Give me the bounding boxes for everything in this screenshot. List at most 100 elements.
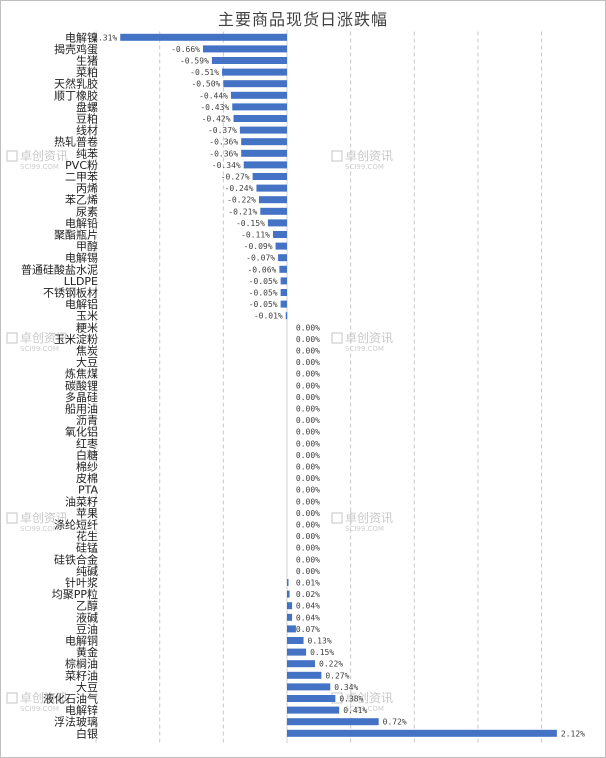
category-label: 沥青 [76,414,98,427]
data-label: -0.43% [200,103,229,112]
bar [287,671,322,679]
data-label: 0.00% [296,497,320,506]
data-label: 0.00% [296,451,320,460]
data-label: 0.72% [383,718,407,727]
data-label: -0.59% [180,57,209,66]
category-label: 豆粕 [76,112,98,126]
data-label: 0.00% [296,347,320,356]
category-label: 均聚PP粒 [52,587,98,601]
data-label: 0.00% [296,405,320,414]
data-label: 0.00% [296,358,320,367]
bar [280,300,287,308]
bar [239,126,287,134]
watermark-logo [6,692,18,704]
category-label: 苯乙烯 [65,193,98,207]
watermark-url: SCI99.COM [20,163,59,171]
category-label: 液碱 [76,610,98,624]
bar [260,207,287,215]
bars [120,33,557,737]
data-label: -0.50% [191,80,220,89]
data-label: 0.00% [296,463,320,472]
bar [285,312,288,320]
data-label: -0.36% [209,138,238,147]
category-label: 电解铜 [65,634,98,648]
bar [241,149,287,157]
data-label: -1.31% [88,33,117,42]
category-label: 电解铝 [65,297,98,311]
bar [287,625,296,633]
data-label: 0.00% [296,521,320,530]
category-label: 顺丁橡胶 [54,88,98,102]
data-label: -0.51% [190,68,219,77]
category-label: 电解铅 [65,216,98,230]
category-label: 电解镍 [65,30,98,44]
bar [287,683,331,691]
data-label: 0.07% [296,625,320,634]
data-label: 0.00% [296,323,320,332]
bar [243,161,287,169]
bar [252,173,287,180]
bar [120,33,287,41]
category-label: 尿素 [76,205,98,218]
category-label: 热轧普卷 [54,135,98,149]
category-label: 多晶硅 [65,390,98,404]
watermark-url: SCI99.COM [20,705,59,713]
bar [278,254,287,262]
data-labels: -1.31% -0.66% -0.59% -0.51% -0.50% -0.44% -0.4… [88,33,585,738]
category-label: 纯苯 [76,146,98,160]
bar [287,590,290,598]
watermark-url: SCI99.COM [345,705,384,713]
data-label: -0.66% [171,45,200,54]
category-label: 生猪 [76,54,98,68]
bar [230,91,287,99]
bar [241,138,287,146]
watermark-logo [6,150,18,162]
category-label: 液化石油气 [43,692,98,706]
category-label: 揭壳鸡蛋 [54,42,98,56]
bar [202,45,287,53]
data-label: -0.24% [225,184,254,193]
watermark-text: 卓创资讯 [20,691,68,705]
category-label: 花生 [76,529,98,543]
bar [287,718,379,726]
category-label: 硅锰 [76,541,98,555]
data-label: 0.38% [339,695,363,704]
data-label: -0.05% [249,277,278,286]
data-label: -0.42% [202,115,231,124]
category-label: 不锈钢板材 [43,286,98,300]
bar [287,706,340,714]
watermark-logo [6,332,18,344]
category-label: 纯碱 [76,565,98,578]
category-label: 白银 [76,726,98,740]
data-label: 0.04% [296,602,320,611]
watermark-url: SCI99.COM [345,525,384,533]
category-label: 硅铁合金 [54,552,98,566]
watermark-text: 卓创资讯 [345,511,393,525]
category-label: 苹果 [76,506,98,520]
category-label: 焦炭 [76,345,98,358]
data-label: 0.00% [296,439,320,448]
watermark-logo [331,332,343,344]
category-label: 丙烯 [76,182,98,195]
watermark-text: 卓创资讯 [345,149,393,163]
watermark-text: 卓创资讯 [345,331,393,345]
category-label: 大豆 [76,680,98,694]
bar [287,637,304,644]
bar [211,57,287,64]
category-label: 菜粕 [76,65,98,79]
data-label: 0.41% [343,706,367,715]
watermark-url: SCI99.COM [345,345,384,353]
category-label: 黄金 [76,645,98,659]
category-label: 碳酸锂 [65,378,98,392]
data-label: -0.07% [246,254,275,263]
data-label: -0.27% [221,173,250,182]
data-label: 0.27% [325,671,349,680]
category-label: 氧化铝 [65,425,98,439]
bar [287,695,336,702]
category-label: 盘螺 [76,100,98,114]
watermark-url: SCI99.COM [20,345,59,353]
watermark-logo [331,150,343,162]
data-label: -0.44% [199,91,228,100]
category-label: 乙醇 [76,599,98,613]
data-label: 0.00% [296,509,320,518]
